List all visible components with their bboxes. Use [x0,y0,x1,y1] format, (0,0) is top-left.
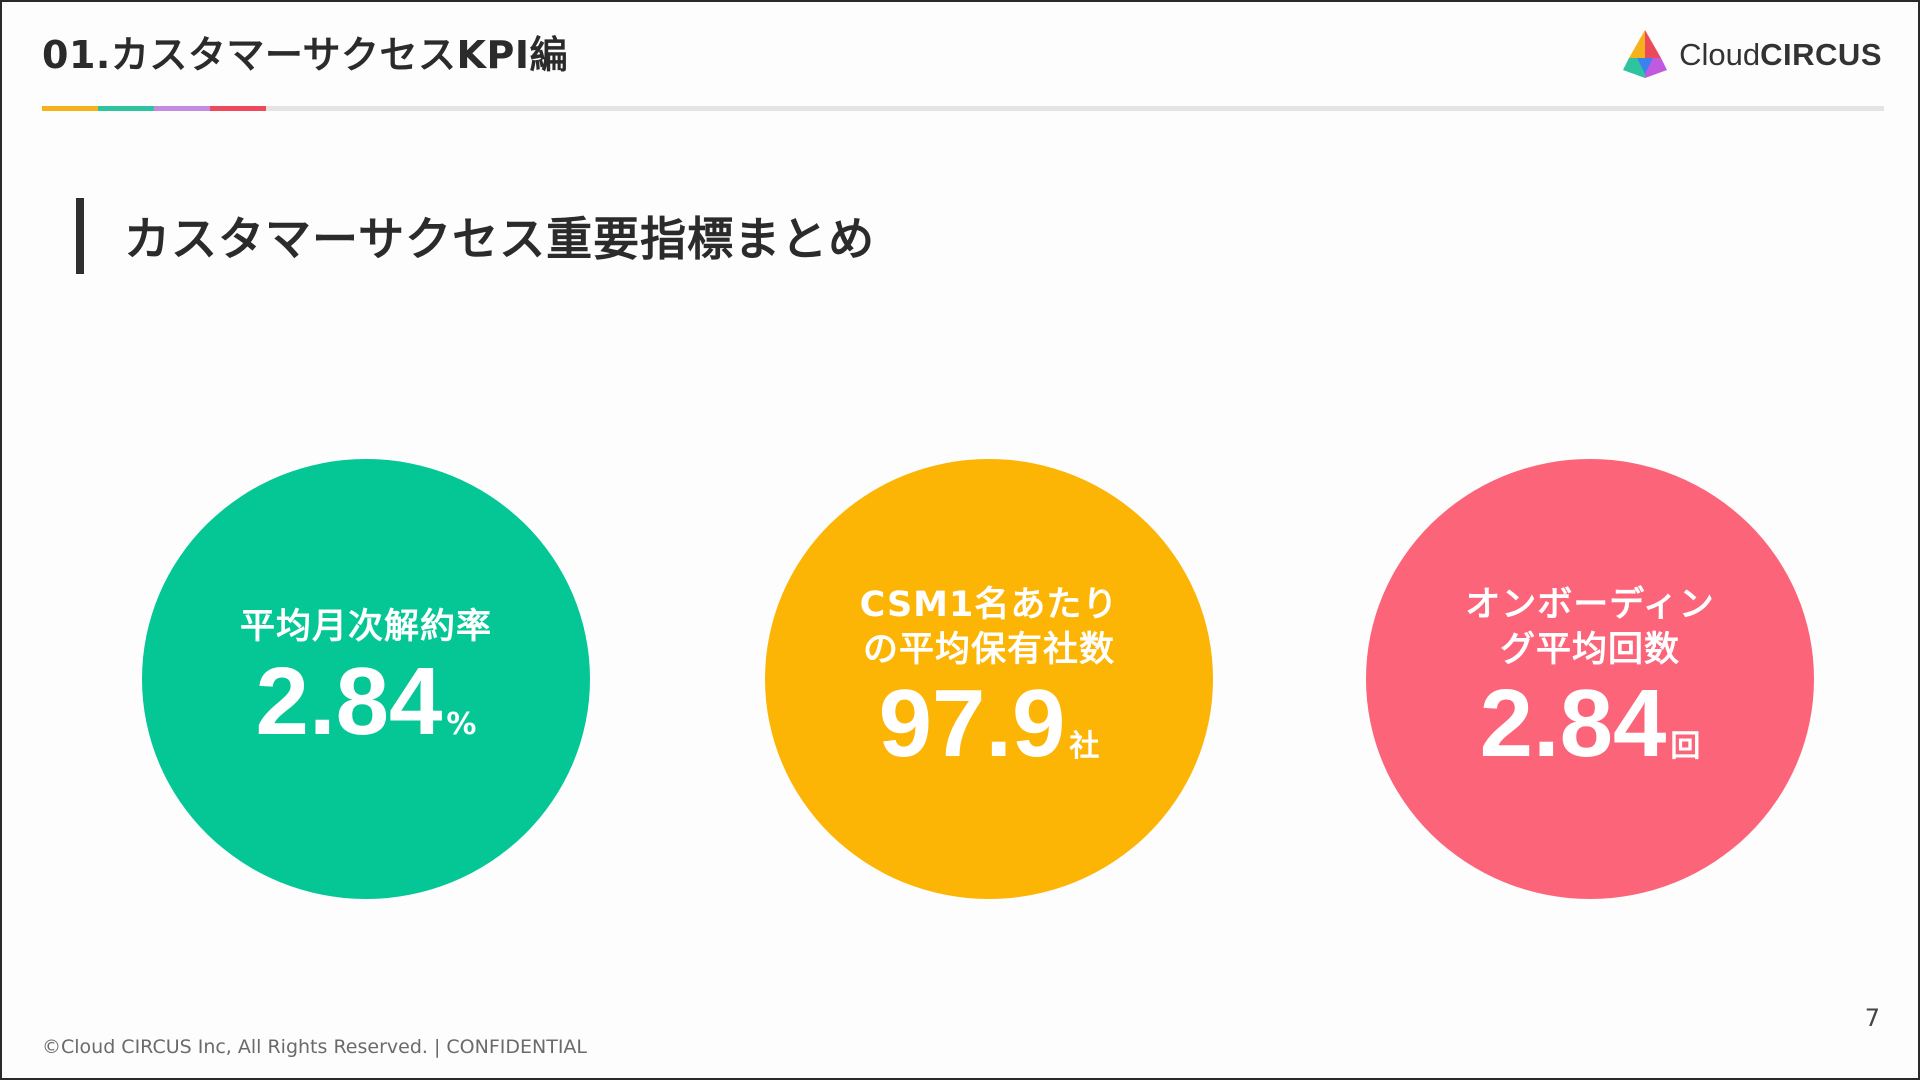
copyright-footer: ©Cloud CIRCUS Inc, All Rights Reserved. … [42,1036,588,1058]
kpi-label: CSM1名あたり の平均保有社数 [860,583,1119,673]
kpi-unit: % [446,707,477,742]
kpi-label: 平均月次解約率 [240,605,492,650]
kpi-circle-onboarding-sessions: オンボーディン グ平均回数 2.84 回 [1366,459,1814,899]
divider-segment-green [98,106,154,111]
kpi-label: オンボーディン グ平均回数 [1465,583,1715,673]
kpi-label-line: CSM1名あたり [859,584,1119,625]
kpi-value-row: 2.84 回 [1480,674,1701,775]
kpi-value: 2.84 [1479,670,1667,778]
logo-wordmark: CloudCIRCUS [1679,39,1882,70]
section-heading: カスタマーサクセス重要指標まとめ [76,198,875,274]
page-number: 7 [1864,1004,1880,1032]
kpi-unit: 社 [1069,729,1100,765]
divider-segment-red [210,106,266,111]
logo-text-cloud: Cloud [1679,36,1761,72]
kpi-value: 2.84 [255,648,443,755]
kpi-circle-churn-rate: 平均月次解約率 2.84 % [142,459,590,899]
cloud-circus-logo: CloudCIRCUS [1619,28,1882,80]
header-divider [42,106,1884,111]
kpi-circle-accounts-per-csm: CSM1名あたり の平均保有社数 97.9 社 [765,459,1213,899]
kpi-label-line: 平均月次解約率 [239,607,492,648]
logo-text-circus: CIRCUS [1760,36,1882,72]
divider-segment-purple [154,106,210,111]
kpi-value-row: 2.84 % [255,648,477,755]
kpi-value-row: 97.9 社 [879,674,1100,775]
kpi-label-line: の平均保有社数 [862,629,1115,670]
kpi-unit: 回 [1670,729,1701,765]
page-title: 01.カスタマーサクセスKPI編 [42,33,568,77]
kpi-label-line: オンボーディン [1465,584,1715,625]
divider-segment-yellow [42,106,98,111]
kpi-value: 97.9 [878,670,1066,778]
kpi-label-line: グ平均回数 [1499,629,1680,670]
cloud-circus-logo-icon [1623,30,1668,78]
